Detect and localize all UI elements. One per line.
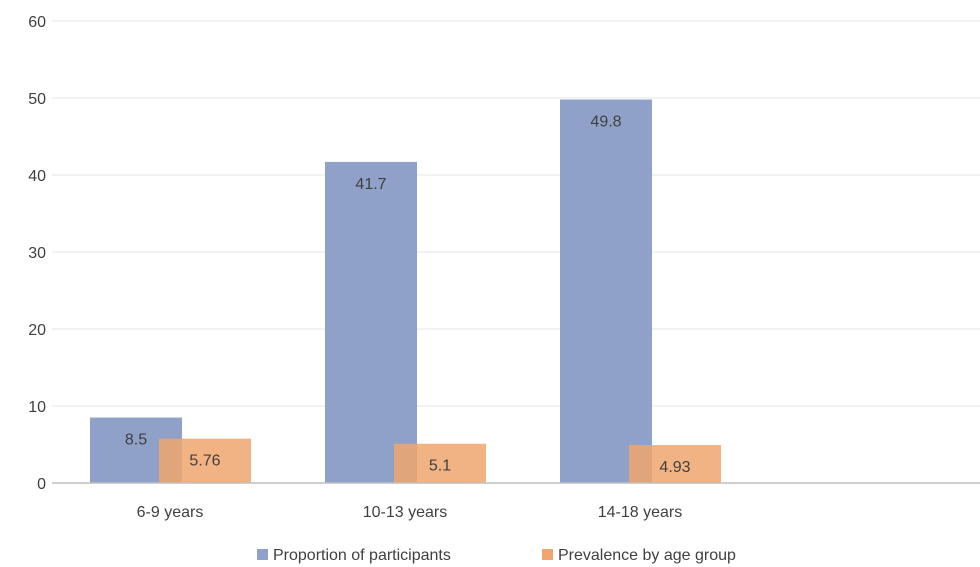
data-label: 49.8	[590, 114, 621, 131]
y-tick-label: 20	[28, 322, 46, 339]
bar-prevalence	[394, 443, 486, 483]
legend-swatch	[542, 549, 553, 560]
legend-label: Proportion of participants	[273, 547, 451, 564]
legend-label: Prevalence by age group	[558, 547, 736, 564]
y-tick-label: 50	[28, 91, 46, 108]
bar-proportion	[325, 161, 417, 483]
data-label: 5.1	[429, 458, 451, 475]
data-label: 41.7	[355, 176, 386, 193]
data-label: 8.5	[125, 432, 147, 449]
y-tick-label: 40	[28, 168, 46, 185]
x-tick-label: 10-13 years	[363, 504, 448, 521]
bar-proportion	[560, 99, 652, 483]
legend-swatch	[257, 549, 268, 560]
bar-prevalence	[159, 438, 251, 483]
bar-prevalence	[629, 445, 721, 483]
x-tick-label: 14-18 years	[598, 504, 683, 521]
y-tick-label: 10	[28, 399, 46, 416]
data-label: 5.76	[189, 453, 220, 470]
y-tick-label: 60	[28, 14, 46, 31]
data-label: 4.93	[659, 459, 690, 476]
y-tick-label: 30	[28, 245, 46, 262]
x-tick-label: 6-9 years	[137, 504, 204, 521]
y-tick-label: 0	[37, 476, 46, 493]
